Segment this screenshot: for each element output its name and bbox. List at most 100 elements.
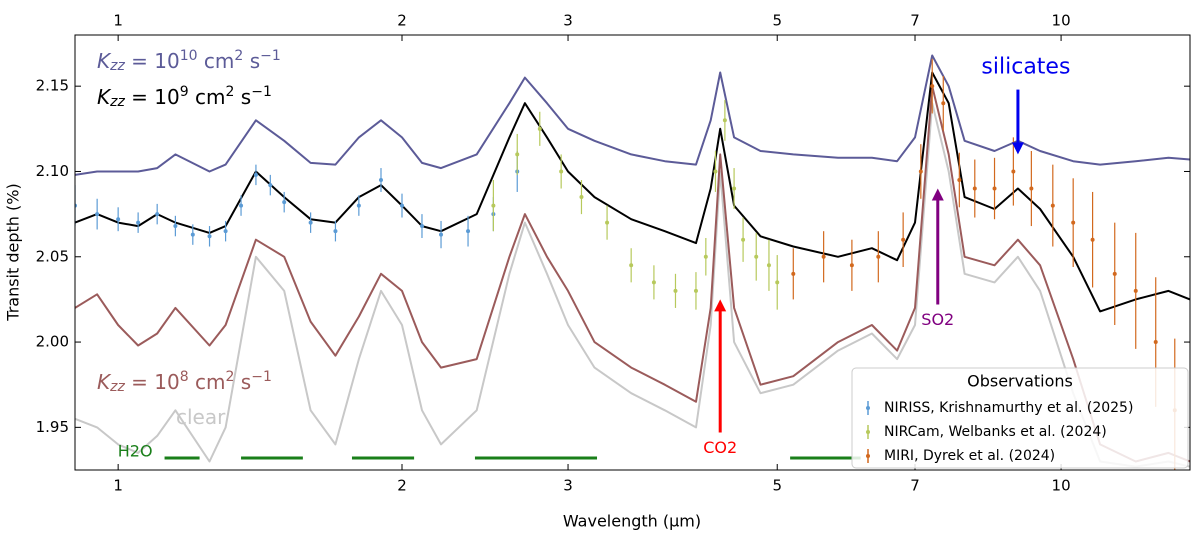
x-tick-label: 2 <box>397 477 407 495</box>
legend-swatch <box>866 406 870 410</box>
data-point <box>722 118 727 123</box>
model-line <box>75 54 1190 176</box>
series-label-part: = 10 <box>125 85 180 109</box>
data-point <box>579 195 584 200</box>
series-label-part: 10 <box>180 48 198 64</box>
series-label-part: K <box>97 370 112 394</box>
data-point <box>629 263 634 268</box>
series-label-part: cm <box>189 85 226 109</box>
series-label-part: −1 <box>260 48 281 64</box>
data-point <box>95 212 100 217</box>
y-tick-label: 1.95 <box>36 418 69 436</box>
data-point <box>693 288 698 293</box>
data-point <box>1050 203 1055 208</box>
data-point <box>268 183 273 188</box>
series-label: clear <box>176 405 226 429</box>
x-tick-label: 5 <box>772 477 782 495</box>
series-label-part: s <box>234 370 251 394</box>
data-point <box>1090 237 1095 242</box>
data-point <box>537 126 542 131</box>
data-point <box>918 169 923 174</box>
model-line <box>75 102 1190 468</box>
legend-box <box>851 367 1189 469</box>
data-point <box>239 203 244 208</box>
data-point <box>1071 220 1076 225</box>
legend-entry: NIRCam, Welbanks et al. (2024) <box>884 424 1107 440</box>
data-point <box>930 84 935 89</box>
series-label-part: zz <box>109 379 125 395</box>
data-point <box>673 288 678 293</box>
annotation-label: silicates <box>981 55 1070 80</box>
data-point <box>491 203 496 208</box>
data-point <box>775 280 780 285</box>
data-point <box>1153 340 1158 345</box>
data-point <box>741 237 746 242</box>
series-label-part: −1 <box>251 84 272 100</box>
legend-entry: MIRI, Dyrek et al. (2024) <box>884 448 1055 464</box>
data-point <box>941 101 946 106</box>
x-tick-label-top: 3 <box>563 12 573 30</box>
y-tick-label: 2.10 <box>36 162 69 180</box>
annotation-arrowhead <box>714 299 727 312</box>
x-axis-label: Wavelength (μm) <box>563 512 701 531</box>
series-label-part: 2 <box>226 369 235 385</box>
data-point <box>1029 186 1034 191</box>
data-point <box>754 254 759 259</box>
series-label-part: 9 <box>180 84 189 100</box>
data-point <box>732 186 737 191</box>
legend-swatch <box>866 430 870 434</box>
data-point <box>282 200 287 205</box>
series-label-part: clear <box>176 405 226 429</box>
data-point <box>378 178 383 182</box>
annotation-arrowhead <box>1011 142 1024 155</box>
series-label-part: zz <box>109 94 125 110</box>
series-label-part: cm <box>189 370 226 394</box>
x-tick-label: 3 <box>563 477 573 495</box>
data-point <box>356 203 361 208</box>
legend-title: Observations <box>967 372 1073 391</box>
annotation-arrowhead <box>931 188 944 201</box>
data-point <box>605 220 610 225</box>
data-point <box>1112 271 1117 276</box>
data-point <box>791 271 796 276</box>
data-point <box>972 186 977 191</box>
data-point <box>766 263 771 268</box>
data-point <box>849 263 854 268</box>
data-point <box>559 169 564 174</box>
data-point <box>957 178 962 182</box>
plot-area <box>75 54 1190 470</box>
legend-swatch <box>866 454 870 458</box>
data-point <box>1133 288 1138 293</box>
data-point <box>136 220 141 225</box>
series-label: Kzz = 108 cm2 s−1 <box>97 369 272 395</box>
data-point <box>651 280 656 285</box>
data-point <box>253 172 258 177</box>
series-label-part: 2 <box>234 48 243 64</box>
series-label-part: 2 <box>226 84 235 100</box>
data-point <box>419 224 424 229</box>
data-point <box>155 212 160 217</box>
series-label-part: s <box>234 85 251 109</box>
legend-entry: NIRISS, Krishnamurthy et al. (2025) <box>884 400 1133 416</box>
x-tick-label: 7 <box>910 477 920 495</box>
series-label-part: K <box>97 49 112 73</box>
x-tick-label-top: 7 <box>910 12 920 30</box>
series-label-part: s <box>243 49 260 73</box>
data-point <box>466 229 471 234</box>
annotation-label: SO2 <box>921 310 954 329</box>
data-point <box>190 232 195 237</box>
x-tick-label-top: 10 <box>1052 12 1071 30</box>
x-tick-label: 10 <box>1052 477 1071 495</box>
data-point <box>901 237 906 242</box>
data-point <box>333 229 338 234</box>
data-point <box>116 217 121 222</box>
series-label-part: = 10 <box>125 49 180 73</box>
series-label-part: cm <box>198 49 235 73</box>
y-axis-label: Transit depth (%) <box>4 183 23 321</box>
series-label-part: −1 <box>251 369 272 385</box>
data-point <box>713 169 718 174</box>
h2o-label: H2O <box>118 442 153 461</box>
model-line <box>75 85 1190 463</box>
data-point <box>207 234 212 239</box>
